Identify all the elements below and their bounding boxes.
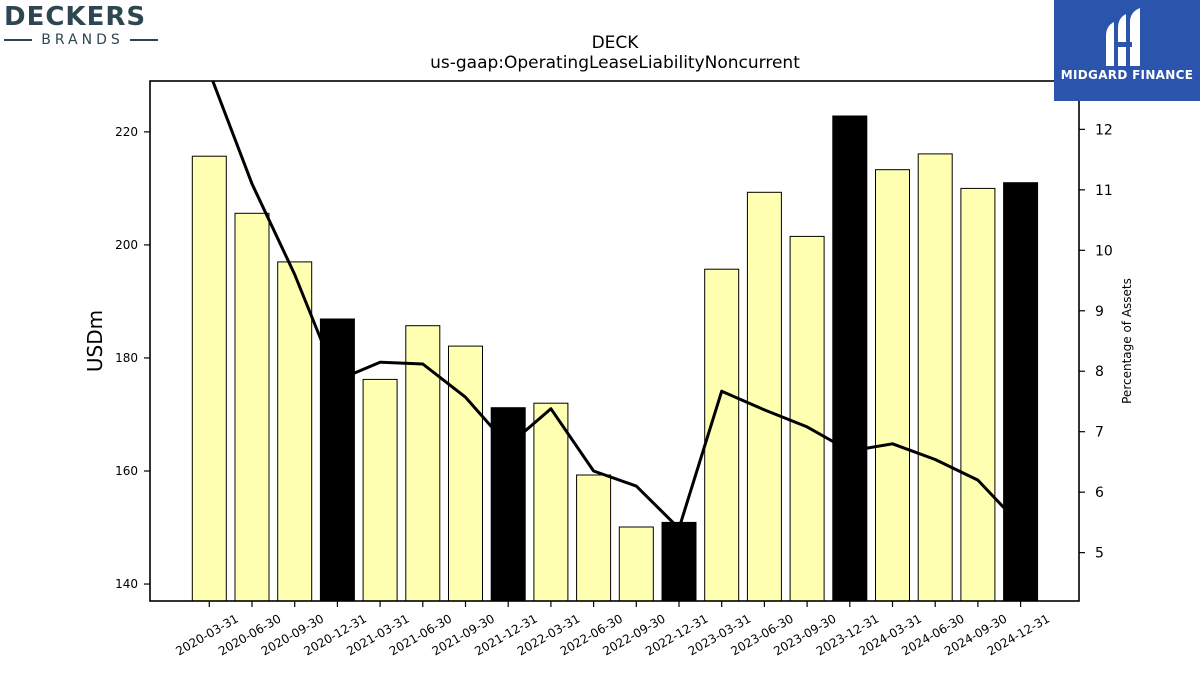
bar-2022-03-31 [533,402,569,601]
bar-2022-12-31 [661,521,697,601]
bar-2024-12-31 [1003,182,1039,601]
y2-tick-label: 10 [1095,243,1113,259]
bar-series [191,115,1039,601]
bar-2022-09-30 [618,526,654,601]
y-axis-right: 5 6 7 8 9 10 11 12 [1079,122,1113,562]
y2-tick-label: 5 [1095,546,1104,562]
bar-2021-06-30 [405,325,441,601]
bar-2024-06-30 [917,153,953,601]
bar-2023-06-30 [746,191,782,601]
y-tick-label: 180 [115,351,138,365]
bar-2024-09-30 [960,187,996,601]
x-axis: 2020-03-312020-06-302020-09-302020-12-31… [173,601,1052,658]
bar-2020-09-30 [277,261,313,601]
chart-subtitle: us-gaap:OperatingLeaseLiabilityNoncurren… [430,53,800,73]
midgard-finance-logo: MIDGARD FINANCE [1054,0,1200,101]
y2-tick-label: 8 [1095,364,1104,380]
percentage-line [211,81,1022,530]
deckers-brands-logo: DECKERS BRANDS [4,2,159,52]
bar-2021-03-31 [362,378,398,601]
bar-2020-06-30 [234,212,270,601]
bar-2020-03-31 [191,155,227,601]
logo-wordmark: DECKERS [4,2,147,32]
bar-2023-12-31 [832,115,868,601]
y-tick-label: 200 [115,238,138,252]
logo-subtext: BRANDS [41,32,124,48]
chart-title: DECK [592,33,640,53]
y2-tick-label: 7 [1095,425,1104,441]
y-axis-left: 140 160 180 200 220 [115,125,150,591]
y-axis-label: USDm [83,310,107,372]
y2-tick-label: 12 [1095,122,1113,138]
logo-rule-left [4,39,33,41]
midgard-name: MIDGARD FINANCE [1060,68,1194,82]
bar-2024-03-31 [875,169,910,601]
y-tick-label: 160 [115,464,138,478]
bar-2023-09-30 [789,235,825,601]
midgard-mark-icon [1106,8,1140,66]
bar-2022-06-30 [576,474,612,601]
bar-2020-12-31 [319,318,355,601]
y2-tick-label: 6 [1095,485,1104,501]
logo-subline: BRANDS [4,32,159,48]
line-series [211,81,1022,530]
y-tick-label: 220 [115,125,138,139]
bar-2021-12-31 [490,407,526,601]
y2-tick-label: 9 [1095,304,1104,320]
y-tick-label: 140 [115,577,138,591]
y2-tick-label: 11 [1095,183,1113,199]
y2-axis-label: Percentage of Assets [1120,278,1134,404]
plot-frame [149,80,1080,602]
bar-2021-09-30 [448,345,483,601]
bar-2023-03-31 [704,268,740,601]
logo-rule-right [129,39,159,41]
